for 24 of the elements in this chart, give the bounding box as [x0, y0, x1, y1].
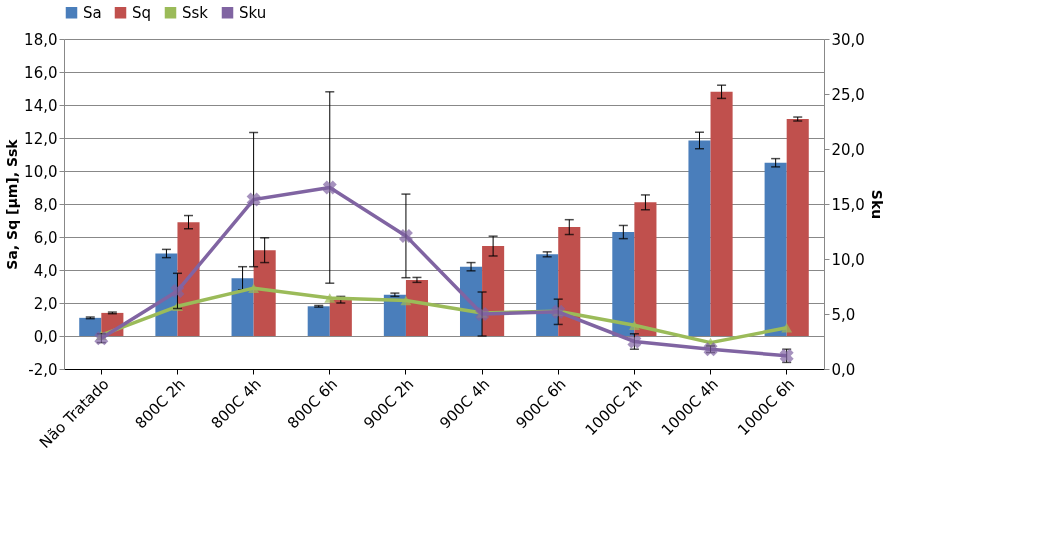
y2-tick-label: 5,0	[831, 305, 856, 324]
y-tick-label: 6,0	[33, 228, 58, 247]
y2-tick-label: 0,0	[831, 360, 856, 379]
y-tick-label: -2,0	[28, 360, 58, 379]
y-tick-label: 14,0	[24, 96, 58, 115]
y2-tick-label: 20,0	[831, 140, 865, 159]
y2-tick-label: 10,0	[831, 250, 865, 269]
y-tick-label: 0,0	[33, 327, 58, 346]
legend-label: Sku	[239, 3, 267, 22]
y-tick-label: 4,0	[33, 261, 58, 280]
y-tick-label: 2,0	[33, 294, 58, 313]
y-tick-label: 10,0	[24, 162, 58, 181]
y2-tick-label: 30,0	[831, 30, 865, 49]
y-tick-label: 16,0	[24, 63, 58, 82]
y-tick-label: 12,0	[24, 129, 58, 148]
legend-label: Ssk	[182, 3, 209, 22]
y2-tick-label: 25,0	[831, 85, 865, 104]
y-tick-label: 18,0	[24, 30, 58, 49]
y-tick-label: 8,0	[33, 195, 58, 214]
legend-label: Sq	[132, 3, 152, 22]
y2-tick-label: 15,0	[831, 195, 865, 214]
legend-label: Sa	[83, 3, 102, 22]
y2-axis-title: Sku	[868, 189, 885, 220]
y-axis-title: Sa, Sq [µm], Ssk	[4, 138, 21, 270]
